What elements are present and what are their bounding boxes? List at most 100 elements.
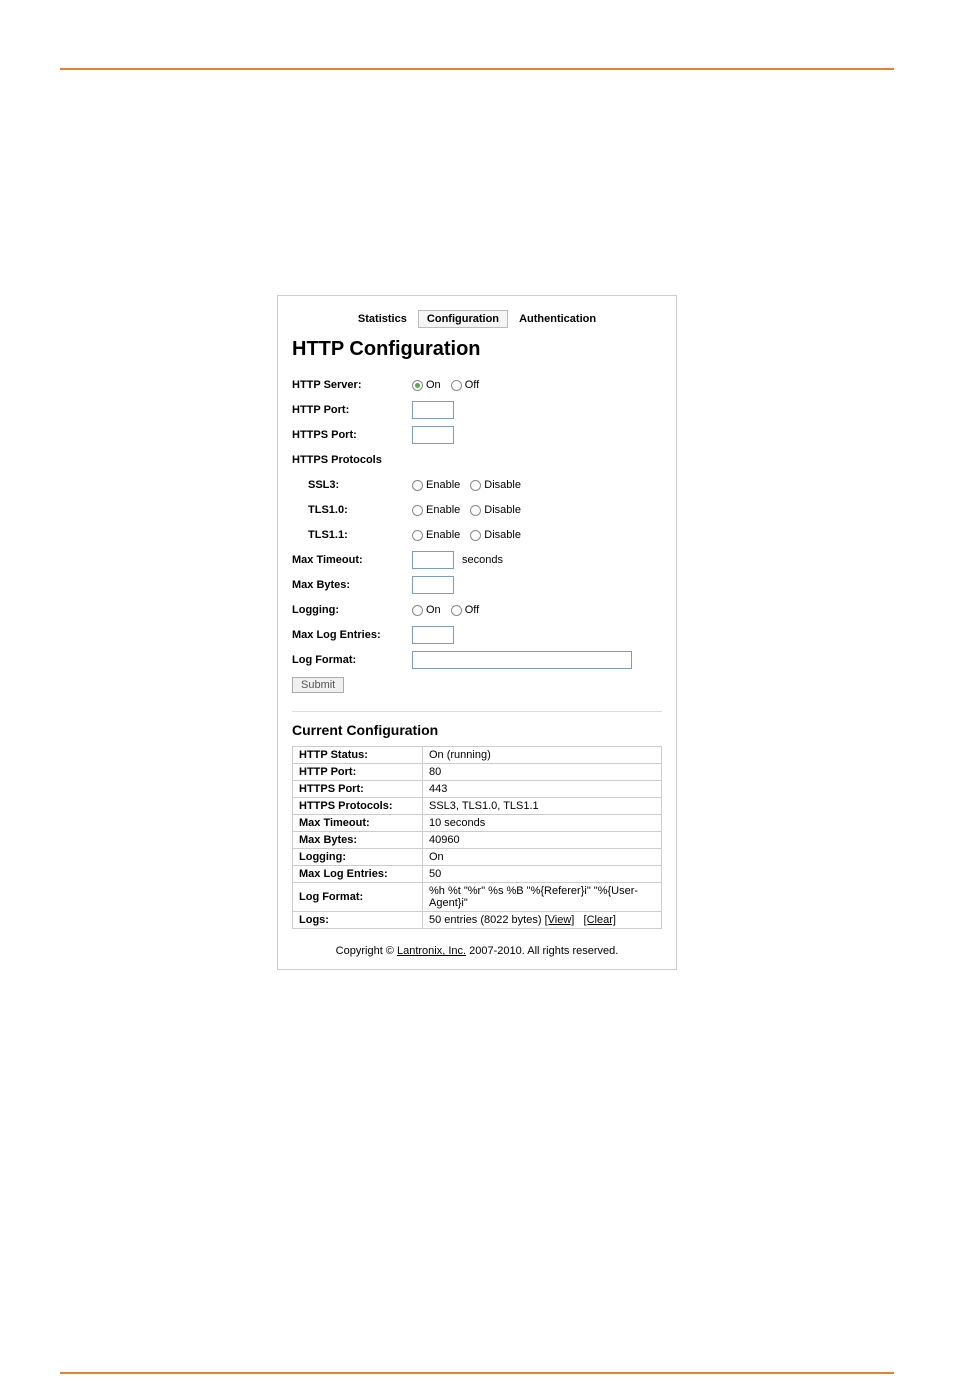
tab-statistics[interactable]: Statistics	[350, 311, 415, 327]
bottom-divider	[60, 1372, 894, 1374]
cfg-label: HTTPS Protocols:	[293, 798, 423, 815]
radio-logging-off[interactable]	[451, 605, 462, 616]
page-title: HTTP Configuration	[292, 338, 662, 361]
label-ssl3: SSL3:	[292, 479, 412, 491]
table-row: Logging: On	[293, 849, 662, 866]
row-http-server: HTTP Server: On Off	[292, 375, 662, 395]
radio-label-ssl3-enable[interactable]: Enable	[426, 479, 460, 491]
radio-label-tls10-enable[interactable]: Enable	[426, 504, 460, 516]
table-row: Max Timeout: 10 seconds	[293, 815, 662, 832]
label-log-format: Log Format:	[292, 654, 412, 666]
cfg-label: Max Bytes:	[293, 832, 423, 849]
footer-suffix: 2007-2010. All rights reserved.	[466, 945, 618, 957]
cfg-value: 443	[423, 781, 662, 798]
input-max-timeout[interactable]	[412, 551, 454, 569]
cfg-value: SSL3, TLS1.0, TLS1.1	[423, 798, 662, 815]
radio-label-off[interactable]: Off	[465, 379, 479, 391]
cfg-value: 10 seconds	[423, 815, 662, 832]
cfg-value: 40960	[423, 832, 662, 849]
table-row: Log Format: %h %t "%r" %s %B "%{Referer}…	[293, 883, 662, 912]
table-row: HTTPS Protocols: SSL3, TLS1.0, TLS1.1	[293, 798, 662, 815]
cfg-value-logs: 50 entries (8022 bytes) [View] [Clear]	[423, 912, 662, 929]
input-https-port[interactable]	[412, 426, 454, 444]
footer-prefix: Copyright ©	[336, 945, 397, 957]
unit-seconds: seconds	[462, 554, 503, 566]
cfg-label: Max Log Entries:	[293, 866, 423, 883]
row-tls10: TLS1.0: Enable Disable	[292, 500, 662, 520]
copyright-footer: Copyright © Lantronix, Inc. 2007-2010. A…	[292, 945, 662, 957]
input-max-log-entries[interactable]	[412, 626, 454, 644]
cfg-label: Max Timeout:	[293, 815, 423, 832]
tab-bar: Statistics Configuration Authentication	[292, 310, 662, 328]
radio-tls11-enable[interactable]	[412, 530, 423, 541]
footer-link[interactable]: Lantronix, Inc.	[397, 945, 466, 957]
label-https-protocols: HTTPS Protocols	[292, 454, 412, 466]
submit-button[interactable]: Submit	[292, 677, 344, 693]
radio-label-logging-on[interactable]: On	[426, 604, 441, 616]
table-row: Logs: 50 entries (8022 bytes) [View] [Cl…	[293, 912, 662, 929]
table-row: Max Bytes: 40960	[293, 832, 662, 849]
row-ssl3: SSL3: Enable Disable	[292, 475, 662, 495]
tab-configuration[interactable]: Configuration	[418, 310, 508, 328]
radio-label-logging-off[interactable]: Off	[465, 604, 479, 616]
tab-authentication[interactable]: Authentication	[511, 311, 604, 327]
cfg-label: HTTP Status:	[293, 747, 423, 764]
radio-tls10-disable[interactable]	[470, 505, 481, 516]
label-logging: Logging:	[292, 604, 412, 616]
radio-tls10-enable[interactable]	[412, 505, 423, 516]
input-max-bytes[interactable]	[412, 576, 454, 594]
label-https-port: HTTPS Port:	[292, 429, 412, 441]
cfg-value: 80	[423, 764, 662, 781]
radio-logging-on[interactable]	[412, 605, 423, 616]
radio-http-server-off[interactable]	[451, 380, 462, 391]
table-row: HTTP Port: 80	[293, 764, 662, 781]
row-http-port: HTTP Port:	[292, 400, 662, 420]
row-https-protocols: HTTPS Protocols	[292, 450, 662, 470]
input-log-format[interactable]	[412, 651, 632, 669]
row-tls11: TLS1.1: Enable Disable	[292, 525, 662, 545]
radio-label-tls11-disable[interactable]: Disable	[484, 529, 521, 541]
table-row: Max Log Entries: 50	[293, 866, 662, 883]
table-row: HTTP Status: On (running)	[293, 747, 662, 764]
radio-label-on[interactable]: On	[426, 379, 441, 391]
row-max-log-entries: Max Log Entries:	[292, 625, 662, 645]
radio-ssl3-disable[interactable]	[470, 480, 481, 491]
logs-view-link[interactable]: [View]	[545, 914, 575, 926]
radio-ssl3-enable[interactable]	[412, 480, 423, 491]
radio-label-tls11-enable[interactable]: Enable	[426, 529, 460, 541]
radio-label-tls10-disable[interactable]: Disable	[484, 504, 521, 516]
cfg-label: Logs:	[293, 912, 423, 929]
radio-http-server-on[interactable]	[412, 380, 423, 391]
cfg-label: HTTP Port:	[293, 764, 423, 781]
cfg-value: On (running)	[423, 747, 662, 764]
row-logging: Logging: On Off	[292, 600, 662, 620]
label-http-port: HTTP Port:	[292, 404, 412, 416]
cfg-label: HTTPS Port:	[293, 781, 423, 798]
row-max-bytes: Max Bytes:	[292, 575, 662, 595]
section-divider	[292, 711, 662, 712]
radio-tls11-disable[interactable]	[470, 530, 481, 541]
label-tls11: TLS1.1:	[292, 529, 412, 541]
cfg-label: Log Format:	[293, 883, 423, 912]
cfg-value: %h %t "%r" %s %B "%{Referer}i" "%{User-A…	[423, 883, 662, 912]
input-http-port[interactable]	[412, 401, 454, 419]
radio-label-ssl3-disable[interactable]: Disable	[484, 479, 521, 491]
logs-clear-link[interactable]: [Clear]	[584, 914, 616, 926]
current-config-table: HTTP Status: On (running) HTTP Port: 80 …	[292, 746, 662, 929]
current-config-title: Current Configuration	[292, 722, 662, 738]
label-tls10: TLS1.0:	[292, 504, 412, 516]
cfg-value: 50	[423, 866, 662, 883]
row-max-timeout: Max Timeout: seconds	[292, 550, 662, 570]
label-http-server: HTTP Server:	[292, 379, 412, 391]
row-log-format: Log Format:	[292, 650, 662, 670]
cfg-label: Logging:	[293, 849, 423, 866]
logs-text: 50 entries (8022 bytes)	[429, 914, 545, 926]
cfg-value: On	[423, 849, 662, 866]
table-row: HTTPS Port: 443	[293, 781, 662, 798]
top-divider	[60, 68, 894, 70]
config-panel: Statistics Configuration Authentication …	[277, 295, 677, 970]
label-max-bytes: Max Bytes:	[292, 579, 412, 591]
row-https-port: HTTPS Port:	[292, 425, 662, 445]
label-max-log-entries: Max Log Entries:	[292, 629, 412, 641]
label-max-timeout: Max Timeout:	[292, 554, 412, 566]
